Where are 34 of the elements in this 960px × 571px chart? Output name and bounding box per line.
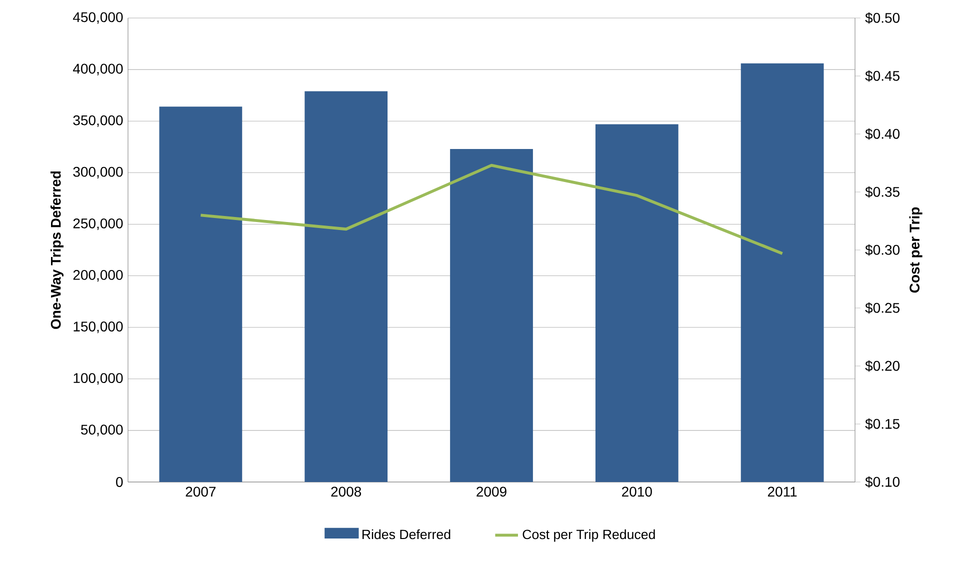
x-tick-label: 2007	[186, 486, 216, 497]
y-axis-title: One-Way Trips Deferred	[50, 171, 64, 329]
x-tick-label: 2010	[622, 486, 652, 497]
bar	[159, 106, 242, 482]
x-tick-label: 2009	[476, 486, 506, 497]
bar	[740, 63, 824, 482]
y-tick-label: 150,000	[74, 322, 123, 334]
y-tick-label: 200,000	[73, 270, 123, 282]
y2-tick-label: $0.40	[865, 128, 900, 140]
y-tick-label: 450,000	[72, 12, 123, 24]
y-tick-label: 400,000	[72, 64, 123, 76]
y2-axis-title: Cost per Trip	[909, 207, 922, 293]
y2-tick-label: $0.25	[865, 302, 900, 314]
y-tick-label: 50,000	[81, 424, 123, 436]
y-tick-label: 100,000	[74, 373, 123, 385]
y2-tick-label: $0.35	[865, 186, 900, 198]
x-tick-label: 2011	[768, 486, 797, 497]
bar	[450, 148, 533, 482]
y2-tick-label: $0.50	[865, 12, 900, 24]
y2-tick-label: $0.15	[865, 418, 900, 430]
legend-label: Rides Deferred	[362, 529, 450, 540]
y-tick-label: 300,000	[73, 166, 123, 178]
y2-tick-label: $0.10	[865, 476, 900, 488]
bar	[304, 91, 388, 482]
y-tick-label: 250,000	[73, 218, 123, 230]
y-tick-label: 350,000	[73, 115, 123, 127]
y2-tick-label: $0.45	[865, 70, 900, 82]
legend-label: Cost per Trip Reduced	[522, 529, 655, 542]
y-tick-label: 0	[116, 477, 123, 487]
line-series	[199, 164, 784, 255]
x-tick-label: 2008	[331, 486, 362, 497]
y2-tick-label: $0.30	[865, 244, 900, 256]
y2-tick-label: $0.20	[865, 360, 900, 372]
bar	[595, 124, 678, 482]
